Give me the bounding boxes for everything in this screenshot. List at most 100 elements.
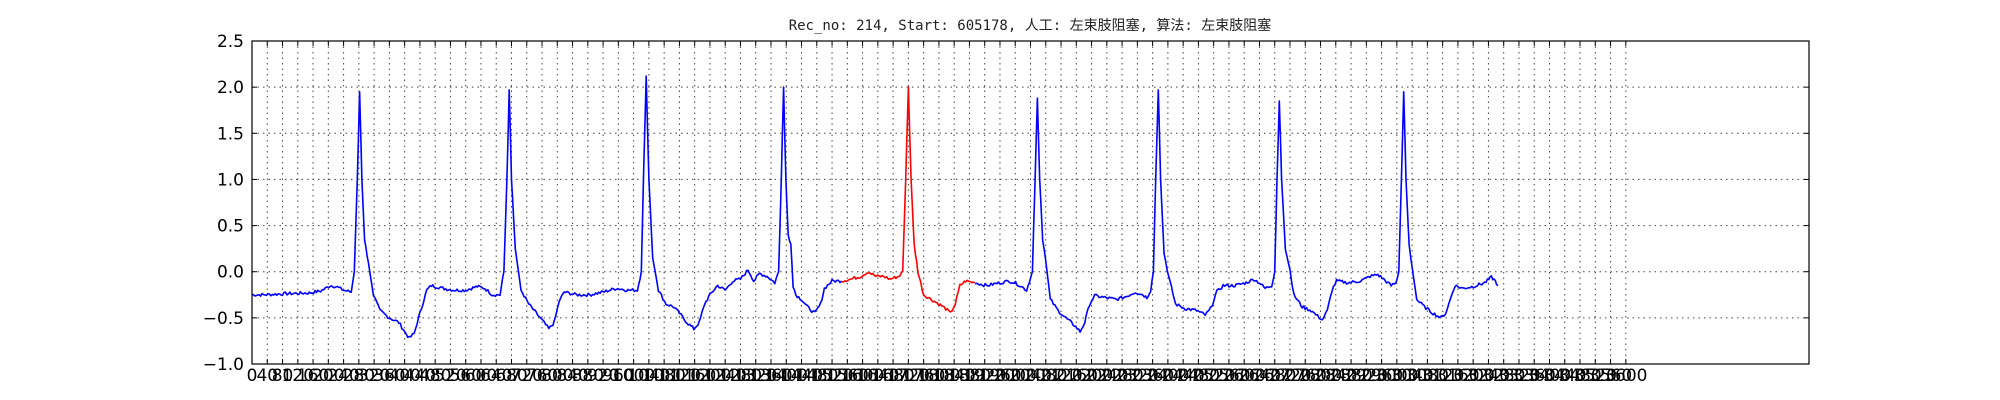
y-tick-label: 2.5 xyxy=(217,32,244,52)
x-tick-label: 720 xyxy=(511,366,543,386)
y-tick-label: 0.0 xyxy=(217,263,244,283)
x-tick-label: 1600 xyxy=(841,366,884,386)
x-tick-label: 2840 xyxy=(1314,366,1357,386)
x-tick-label: 3520 xyxy=(1574,366,1617,386)
x-tick-label: 3000 xyxy=(1375,366,1418,386)
x-tick-label: 1000 xyxy=(612,366,655,386)
x-tick-label: 1200 xyxy=(688,366,731,386)
x-tick-label: 3280 xyxy=(1482,366,1525,386)
ecg-trace-1 xyxy=(251,75,843,339)
x-tick-label: 2600 xyxy=(1223,366,1266,386)
y-tick-label: −1.0 xyxy=(203,355,244,375)
x-tick-label: 2880 xyxy=(1329,366,1372,386)
x-tick-label: 320 xyxy=(358,366,390,386)
ecg-trace-2 xyxy=(841,86,976,313)
x-tick-label: 3320 xyxy=(1497,366,1540,386)
x-tick-label: 1720 xyxy=(887,366,930,386)
x-tick-label: 800 xyxy=(541,366,573,386)
x-tick-label: 1840 xyxy=(933,366,976,386)
x-tick-label: 3080 xyxy=(1406,366,1449,386)
x-tick-label: 3360 xyxy=(1513,366,1556,386)
x-tick-label: 1400 xyxy=(765,366,808,386)
y-tick-label: 1.0 xyxy=(217,170,244,190)
x-tick-label: 1560 xyxy=(826,366,869,386)
x-tick-label: 1440 xyxy=(780,366,823,386)
chart-title: Rec_no: 214, Start: 605178, 人工: 左束肢阻塞, 算… xyxy=(789,17,1272,34)
x-tick-label: 2200 xyxy=(1070,366,1113,386)
x-tick-label: 2120 xyxy=(1039,366,1082,386)
x-tick-label: 2680 xyxy=(1253,366,1296,386)
x-tick-label: 3240 xyxy=(1467,366,1510,386)
x-tick-label: 2320 xyxy=(1116,366,1159,386)
x-tick-label: 2400 xyxy=(1146,366,1189,386)
x-tick-label: 3120 xyxy=(1421,366,1464,386)
x-tick-label: 2800 xyxy=(1299,366,1342,386)
ecg-trace-3 xyxy=(974,89,1499,334)
x-tick-label: 1360 xyxy=(749,366,792,386)
y-tick-label: 0.5 xyxy=(217,217,244,237)
x-tick-label: 520 xyxy=(434,366,466,386)
x-tick-label: 80 xyxy=(272,366,294,386)
plot-frame xyxy=(251,40,1810,365)
x-tick-label: 560 xyxy=(449,366,481,386)
x-tick-label: 120 xyxy=(282,366,314,386)
x-tick-label: 2960 xyxy=(1360,366,1403,386)
x-tick-label: 3160 xyxy=(1436,366,1479,386)
x-tick-label: 840 xyxy=(556,366,588,386)
axes: 2.52.01.51.00.50.0−0.5−1.00 4080120160200… xyxy=(203,32,1809,386)
x-tick-label: 920 xyxy=(587,366,619,386)
x-tick-label: 2720 xyxy=(1268,366,1311,386)
x-tick-label: 240 xyxy=(327,366,359,386)
x-tick-label: 600 xyxy=(465,366,497,386)
x-tick-label: 2040 xyxy=(1009,366,1052,386)
x-tick-label: 40 xyxy=(256,366,278,386)
x-tick-label: 400 xyxy=(388,366,420,386)
x-tick-label: 880 xyxy=(572,366,604,386)
x-tick-label: 360 xyxy=(373,366,405,386)
x-tick-label: 3480 xyxy=(1558,366,1601,386)
x-tick-label: 680 xyxy=(495,366,527,386)
x-tick-label: 3560 xyxy=(1589,366,1632,386)
x-tick-label: 3200 xyxy=(1452,366,1495,386)
x-tick-label: 1080 xyxy=(643,366,686,386)
x-tick-label: 3600 xyxy=(1604,366,1647,386)
x-tick-label: 1040 xyxy=(627,366,670,386)
x-tick-label: 1120 xyxy=(658,366,701,386)
x-tick-label: 1320 xyxy=(734,366,777,386)
x-tick-label: 2480 xyxy=(1177,366,1220,386)
x-tick-label: 2920 xyxy=(1345,366,1388,386)
x-tick-label: 1880 xyxy=(948,366,991,386)
x-tick-label: 1280 xyxy=(719,366,762,386)
x-tick-label: 2280 xyxy=(1100,366,1143,386)
x-tick-label: 2640 xyxy=(1238,366,1281,386)
x-tick-label: 3440 xyxy=(1543,366,1586,386)
x-tick-label: 1480 xyxy=(795,366,838,386)
x-tick-label: 640 xyxy=(480,366,512,386)
x-tick-label: 2080 xyxy=(1024,366,1067,386)
x-tick-label: 2360 xyxy=(1131,366,1174,386)
x-tick-label: 2560 xyxy=(1207,366,1250,386)
data-series xyxy=(251,75,1499,339)
y-tick-label: −0.5 xyxy=(203,309,244,329)
x-tick-label: 2440 xyxy=(1162,366,1205,386)
x-tick-label: 3040 xyxy=(1390,366,1433,386)
x-tick-label: 960 xyxy=(602,366,634,386)
x-tick-label: 2160 xyxy=(1055,366,1098,386)
x-tick-label: 1160 xyxy=(673,366,716,386)
x-tick-label: 1520 xyxy=(810,366,853,386)
grid xyxy=(252,41,1809,364)
x-tick-label: 1920 xyxy=(963,366,1006,386)
x-tick-label: 2520 xyxy=(1192,366,1235,386)
x-tick-label: 280 xyxy=(343,366,375,386)
x-tick-label: 2240 xyxy=(1085,366,1128,386)
x-tick-label: 160 xyxy=(297,366,329,386)
x-tick-label: 1640 xyxy=(856,366,899,386)
x-tick-label: 1240 xyxy=(704,366,747,386)
x-tick-label: 1960 xyxy=(978,366,1021,386)
y-tick-label: 2.0 xyxy=(217,78,244,98)
y-tick-label: 1.5 xyxy=(217,124,244,144)
x-tick-label: 1680 xyxy=(871,366,914,386)
x-tick-label: 760 xyxy=(526,366,558,386)
x-tick-label: 200 xyxy=(312,366,344,386)
